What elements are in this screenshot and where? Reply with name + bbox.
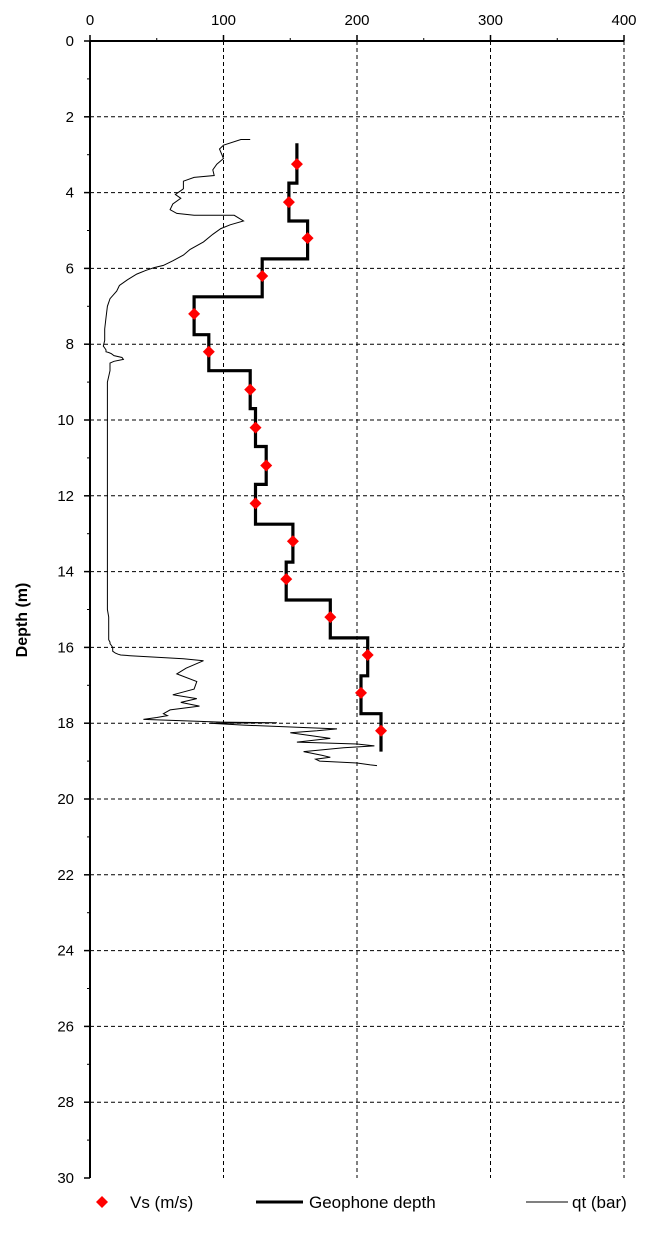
legend-label-geophone: Geophone depth: [309, 1193, 436, 1212]
vs-marker: [282, 196, 295, 209]
x-tick-label: 100: [211, 12, 236, 29]
y-tick-label: 0: [66, 33, 74, 50]
legend-label-qt: qt (bar): [572, 1193, 627, 1212]
plot-series: [102, 139, 388, 767]
vs-marker: [188, 307, 201, 320]
qt-line: [102, 139, 378, 767]
grid-lines: [90, 41, 625, 1178]
vs-marker: [355, 686, 368, 699]
vs-marker: [249, 497, 262, 510]
y-axis-title: Depth (m): [14, 583, 31, 658]
y-tick-label: 24: [57, 943, 74, 960]
x-tick-label: 200: [344, 12, 369, 29]
geophone-depth-line: [192, 143, 383, 752]
y-tick-label: 28: [57, 1094, 74, 1111]
y-tick-label: 8: [66, 336, 74, 353]
vs-marker: [324, 611, 337, 624]
y-tick-label: 16: [57, 639, 74, 656]
vs-marker: [375, 724, 388, 737]
y-tick-label: 2: [66, 109, 74, 126]
vs-marker: [290, 158, 303, 171]
vs-marker: [280, 573, 293, 586]
vs-marker: [260, 459, 273, 472]
x-tick-label: 0: [86, 12, 94, 29]
y-tick-label: 14: [57, 564, 74, 581]
legend-item-qt: qt (bar): [526, 1193, 627, 1212]
legend: Vs (m/s) Geophone depth qt (bar): [96, 1193, 627, 1212]
vs-marker: [286, 535, 299, 548]
vs-marker: [301, 232, 314, 245]
vs-marker: [202, 345, 215, 358]
y-tick-label: 4: [66, 185, 74, 202]
y-tick-label: 26: [57, 1018, 74, 1035]
legend-marker-diamond: [96, 1196, 108, 1208]
y-tick-label: 12: [57, 488, 74, 505]
y-tick-label: 6: [66, 260, 74, 277]
y-tick-label: 30: [57, 1170, 74, 1187]
legend-item-vs: Vs (m/s): [96, 1193, 193, 1212]
x-tick-label: 400: [611, 12, 636, 29]
legend-label-vs: Vs (m/s): [130, 1193, 193, 1212]
vs-marker: [256, 269, 269, 282]
y-tick-label: 10: [57, 412, 74, 429]
y-tick-label: 18: [57, 715, 74, 732]
legend-item-geophone: Geophone depth: [256, 1193, 436, 1212]
vs-marker: [249, 421, 262, 434]
vs-marker: [361, 648, 374, 661]
vs-marker: [244, 383, 257, 396]
y-tick-label: 22: [57, 867, 74, 884]
x-tick-label: 300: [478, 12, 503, 29]
y-tick-label: 20: [57, 791, 74, 808]
